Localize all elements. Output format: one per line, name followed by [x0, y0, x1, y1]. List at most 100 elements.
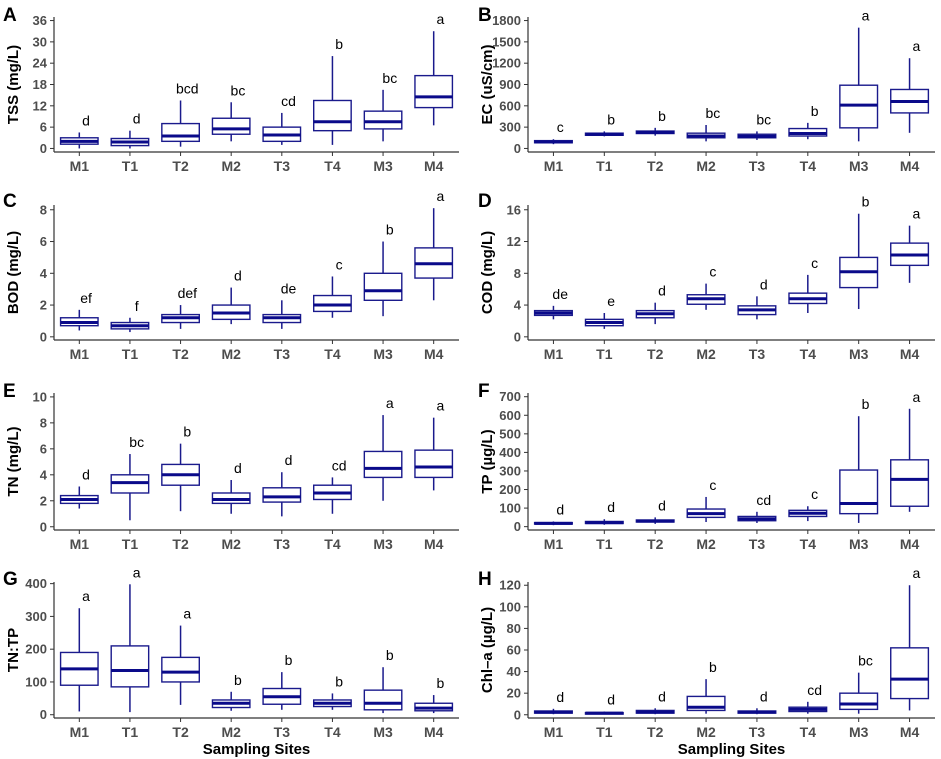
significance-label: d	[607, 692, 615, 708]
significance-label: d	[285, 452, 293, 468]
x-tick-label: T4	[324, 536, 341, 552]
x-tick-label: T2	[172, 724, 189, 740]
y-tick-label: 300	[499, 463, 521, 478]
x-tick-label: T4	[324, 158, 341, 174]
panel-letter: B	[478, 5, 492, 26]
significance-label: a	[912, 565, 920, 581]
box-T3: cd	[262, 93, 302, 145]
y-tick-label: 16	[507, 202, 521, 217]
y-tick-label: 40	[507, 664, 521, 679]
y-axis-label: BOD (mg/L)	[5, 231, 22, 314]
significance-label: f	[135, 298, 139, 314]
x-tick-label: T3	[274, 158, 291, 174]
significance-label: bc	[382, 70, 397, 86]
box-T1: e	[584, 293, 624, 329]
x-tick-label: M1	[544, 536, 564, 552]
box-T3: d	[262, 452, 302, 517]
iqr-box	[211, 117, 251, 135]
iqr-box	[363, 110, 403, 130]
y-tick-label: 0	[514, 707, 521, 722]
y-tick-label: 0	[40, 519, 47, 534]
box-M1: d	[59, 112, 99, 149]
x-tick-label: M3	[373, 724, 393, 740]
significance-label: d	[760, 276, 768, 292]
iqr-box	[262, 487, 302, 503]
box-T4: cd	[313, 457, 352, 514]
significance-label: c	[709, 264, 716, 280]
box-M2: c	[686, 477, 726, 523]
significance-label: d	[607, 499, 615, 515]
box-M4: a	[414, 11, 454, 126]
y-tick-label: 600	[499, 408, 521, 423]
x-tick-label: T3	[749, 536, 766, 552]
y-tick-label: 200	[25, 642, 47, 657]
significance-label: bc	[129, 434, 144, 450]
box-T1: d	[110, 111, 150, 149]
y-tick-label: 8	[40, 415, 47, 430]
x-tick-label: T2	[172, 346, 189, 362]
x-tick-label: M4	[900, 158, 920, 174]
significance-label: b	[386, 647, 394, 663]
x-tick-label: T4	[800, 536, 817, 552]
x-tick-label: T2	[647, 536, 664, 552]
box-T3: de	[262, 280, 302, 329]
box-M1: d	[59, 466, 99, 509]
significance-label: a	[437, 398, 445, 414]
box-M2: bc	[686, 105, 726, 142]
x-tick-label: T3	[749, 346, 766, 362]
significance-label: a	[82, 588, 90, 604]
x-tick-label: M3	[373, 158, 393, 174]
significance-label: cd	[807, 682, 822, 698]
significance-label: cd	[281, 93, 296, 109]
y-tick-label: 100	[25, 674, 47, 689]
x-tick-label: M3	[849, 724, 869, 740]
iqr-box	[839, 692, 879, 711]
y-tick-label: 4	[40, 467, 48, 482]
significance-label: d	[234, 460, 242, 476]
x-tick-label: M2	[221, 724, 241, 740]
x-tick-label: T1	[596, 724, 613, 740]
significance-label: d	[82, 466, 90, 482]
significance-label: b	[234, 672, 242, 688]
significance-label: ef	[80, 290, 92, 306]
x-tick-label: T2	[172, 536, 189, 552]
y-tick-label: 0	[514, 329, 521, 344]
box-M2: d	[211, 460, 251, 514]
box-T2: a	[161, 606, 200, 705]
iqr-box	[839, 469, 879, 515]
significance-label: d	[133, 111, 141, 127]
y-tick-label: 36	[33, 13, 47, 28]
x-tick-label: M4	[424, 536, 444, 552]
x-tick-label: M4	[424, 158, 444, 174]
x-tick-label: M1	[544, 724, 564, 740]
y-tick-label: 300	[25, 609, 47, 624]
y-tick-label: 500	[499, 426, 521, 441]
significance-label: c	[557, 119, 564, 135]
box-T4: b	[313, 36, 352, 145]
x-tick-label: M1	[544, 346, 564, 362]
box-M3: bc	[363, 70, 403, 142]
panel-C: C 0 2 4 6 8 BOD (mg/L) M1 T1 T2 M2 T3 T4 M3 M4 ef f def d d…	[3, 188, 459, 362]
y-tick-label: 4	[514, 298, 522, 313]
y-tick-label: 6	[40, 120, 47, 135]
significance-label: c	[811, 486, 818, 502]
panel-A: A 0 6 12 18 24 30 36 TSS (mg/L) M1 T1 T2 M2 T3 T4 M3 M4 d…	[3, 5, 459, 174]
x-tick-label: M3	[849, 158, 869, 174]
significance-label: bcd	[176, 80, 199, 96]
box-T4: b	[313, 673, 352, 710]
x-tick-label: T4	[800, 158, 817, 174]
box-M4: a	[890, 565, 930, 711]
panel-E: E 0 2 4 6 8 10 TN (mg/L) M1 T1 T2 M2 T3 T4 M3 M4 d bc b d d c…	[3, 381, 459, 552]
y-tick-label: 30	[33, 34, 47, 49]
significance-label: def	[178, 285, 198, 301]
x-tick-label: T4	[324, 346, 341, 362]
y-tick-label: 0	[514, 141, 521, 156]
box-M2: d	[211, 268, 251, 325]
significance-label: cd	[756, 492, 771, 508]
significance-label: b	[709, 659, 717, 675]
x-tick-label: T4	[800, 724, 817, 740]
significance-label: b	[658, 108, 666, 124]
significance-label: b	[862, 396, 870, 412]
x-tick-label: T3	[274, 536, 291, 552]
iqr-box	[363, 689, 403, 711]
